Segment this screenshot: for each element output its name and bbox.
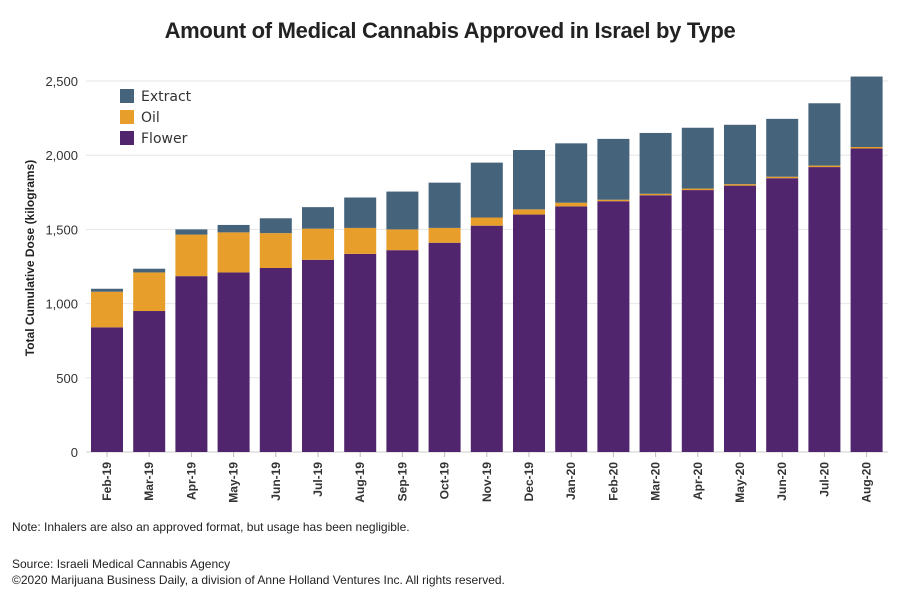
bar-extract (724, 124, 756, 185)
x-tick-label: Dec-19 (522, 462, 536, 502)
chart-title: Amount of Medical Cannabis Approved in I… (164, 18, 736, 43)
bar-oil (639, 193, 672, 196)
y-tick-label: 1,000 (45, 297, 78, 312)
bar-flower (555, 206, 588, 452)
y-tick-label: 0 (71, 445, 78, 460)
bar-oil (302, 228, 334, 260)
x-tick-label: May-20 (733, 462, 747, 503)
x-tick-label: Apr-20 (691, 462, 705, 500)
bar-extract (259, 218, 292, 234)
bar-oil (91, 291, 123, 328)
bar-oil (808, 165, 841, 168)
bar-oil (470, 217, 503, 226)
bar-oil (259, 233, 292, 268)
bar-oil (428, 227, 461, 243)
x-tick-label: Jul-20 (817, 462, 831, 497)
x-tick-label: Sep-19 (395, 462, 409, 502)
footnote: Note: Inhalers are also an approved form… (12, 520, 410, 534)
bar-extract (681, 127, 714, 189)
x-tick-label: Jun-19 (269, 462, 283, 501)
bar-extract (133, 268, 166, 273)
bar-flower (428, 242, 461, 452)
bar-oil (175, 234, 208, 277)
bar-flower (808, 167, 841, 452)
bar-extract (302, 207, 334, 229)
legend-label-extract: Extract (141, 89, 192, 105)
bar-flower (217, 272, 250, 452)
legend-swatch-flower (120, 131, 134, 145)
legend: Extract Oil Flower (120, 89, 192, 147)
bar-oil (133, 272, 166, 312)
legend-label-flower: Flower (141, 131, 188, 147)
bar-extract (766, 118, 799, 177)
x-tick-label: Nov-19 (480, 462, 494, 502)
bar-flower (639, 195, 672, 452)
bar-flower (681, 190, 714, 452)
bar-extract (555, 143, 588, 203)
y-tick-label: 2,500 (45, 74, 78, 89)
y-axis-ticks: 0 500 1,000 1,500 2,000 2,500 (45, 74, 78, 460)
bar-extract (513, 150, 545, 210)
bar-extract (175, 229, 208, 235)
bar-flower (386, 250, 419, 452)
bar-flower (724, 185, 756, 452)
bar-flower (91, 327, 123, 452)
bar-flower (850, 148, 883, 452)
x-tick-label: Aug-19 (353, 462, 367, 503)
legend-label-oil: Oil (141, 110, 160, 126)
bar-flower (766, 178, 799, 452)
bar-oil (766, 176, 799, 179)
x-tick-label: Aug-20 (860, 462, 874, 503)
bar-extract (344, 197, 377, 228)
y-tick-label: 500 (56, 371, 78, 386)
bar-flower (513, 214, 545, 452)
bar-flower (302, 259, 334, 452)
bar-oil (850, 147, 883, 149)
bar-oil (344, 227, 377, 254)
y-tick-label: 2,000 (45, 148, 78, 163)
bar-flower (344, 253, 377, 452)
x-tick-label: Mar-19 (142, 462, 156, 501)
bars (91, 76, 883, 452)
x-tick-label: Feb-20 (606, 462, 620, 501)
bar-oil (681, 188, 714, 191)
x-tick-label: Feb-19 (100, 462, 114, 501)
bar-extract (217, 224, 250, 233)
x-axis-ticks: Feb-19 Mar-19 Apr-19 May-19 Jun-19 Jul-19 Aug-… (100, 452, 874, 503)
bar-flower (175, 276, 208, 452)
x-tick-label: Jan-20 (564, 462, 578, 500)
bar-flower (133, 311, 166, 452)
bar-oil (513, 209, 545, 215)
source-text: Source: Israeli Medical Cannabis Agency (12, 557, 231, 571)
copyright-text: ©2020 Marijuana Business Daily, a divisi… (12, 573, 505, 587)
legend-swatch-extract (120, 89, 134, 103)
bar-oil (386, 229, 419, 251)
x-tick-label: Jul-19 (311, 462, 325, 497)
bar-flower (470, 225, 503, 452)
bar-oil (597, 199, 630, 202)
bar-extract (808, 103, 841, 166)
bar-oil (217, 232, 250, 273)
x-tick-label: Oct-19 (438, 462, 452, 500)
x-tick-label: May-19 (227, 462, 241, 503)
bar-flower (597, 201, 630, 452)
legend-swatch-oil (120, 110, 134, 124)
y-axis-label: Total Cumulative Dose (kilograms) (23, 160, 37, 356)
bar-flower (259, 267, 292, 452)
bar-extract (639, 132, 672, 194)
x-tick-label: Jun-20 (775, 462, 789, 501)
bar-oil (555, 202, 588, 207)
bar-extract (428, 182, 461, 228)
x-tick-label: Mar-20 (649, 462, 663, 501)
bar-extract (597, 138, 630, 200)
bar-extract (91, 288, 123, 292)
bar-extract (850, 76, 883, 148)
bar-oil (724, 184, 756, 186)
bar-extract (386, 191, 419, 230)
y-tick-label: 1,500 (45, 222, 78, 237)
x-tick-label: Apr-19 (184, 462, 198, 500)
bar-extract (470, 162, 503, 218)
